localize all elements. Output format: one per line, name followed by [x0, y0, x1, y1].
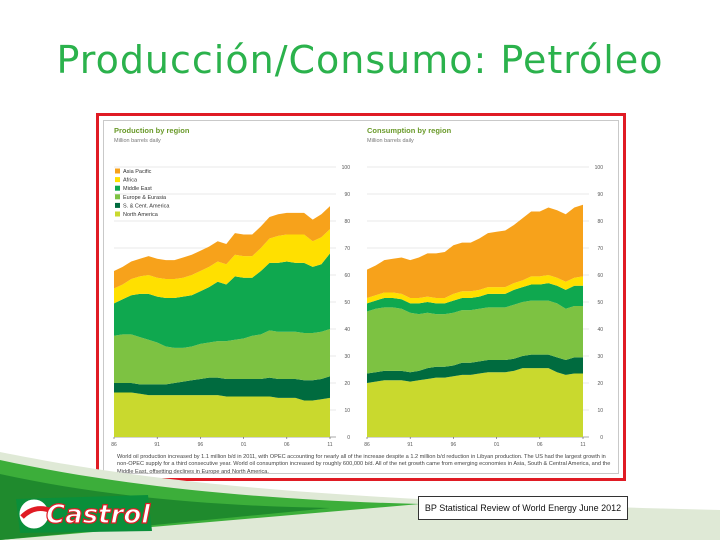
- y-tick-label: 20: [344, 381, 350, 387]
- y-tick-label: 80: [597, 219, 603, 225]
- y-tick-label: 30: [597, 354, 603, 360]
- legend-swatch: [115, 202, 120, 208]
- x-tick-label: 96: [198, 442, 204, 448]
- source-note: BP Statistical Review of World Energy Ju…: [418, 496, 628, 520]
- y-tick-label: 0: [347, 435, 350, 441]
- series-area-europe-eurasia: [367, 300, 583, 374]
- y-tick-label: 70: [597, 246, 603, 252]
- x-tick-label: 06: [537, 442, 543, 448]
- chart-title: Production by region: [114, 126, 190, 135]
- legend-item-europe-eurasia: Europe & Eurasia: [123, 195, 167, 201]
- x-tick-label: 86: [364, 442, 370, 448]
- series-area-middle-east: [114, 253, 330, 348]
- legend-item-africa: Africa: [123, 178, 138, 184]
- production-by-region-chart: Production by region Million barrels dail…: [111, 126, 351, 448]
- series-area-africa: [114, 229, 330, 304]
- y-tick-label: 40: [597, 327, 603, 333]
- x-tick-label: 91: [407, 442, 413, 448]
- x-tick-label: 11: [580, 442, 585, 448]
- series-area-s-cent-america: [367, 354, 583, 383]
- y-tick-label: 90: [597, 192, 603, 198]
- y-tick-label: 70: [344, 246, 350, 252]
- x-tick-label: 01: [241, 442, 247, 448]
- legend-item-north-america: North America: [123, 212, 159, 218]
- y-tick-label: 0: [600, 435, 603, 441]
- y-tick-label: 10: [597, 408, 603, 414]
- series-area-middle-east: [367, 283, 583, 315]
- chart-subtitle: Million barrels daily: [114, 138, 161, 144]
- consumption-by-region-chart: Consumption by region Million barrels dai…: [364, 126, 604, 448]
- series-area-africa: [367, 275, 583, 304]
- y-tick-label: 50: [597, 300, 603, 306]
- y-tick-label: 10: [344, 408, 350, 414]
- legend-swatch: [115, 211, 120, 217]
- y-tick-label: 20: [597, 381, 603, 387]
- series-area-asia-pacific: [114, 206, 330, 289]
- legend-swatch: [115, 168, 120, 174]
- y-tick-label: 60: [344, 273, 350, 279]
- x-tick-label: 11: [327, 442, 332, 448]
- y-tick-label: 80: [344, 219, 350, 225]
- y-tick-label: 90: [344, 192, 350, 198]
- chart-frame: Production by region Million barrels dail…: [96, 113, 626, 481]
- legend-item-s-cent-america: S. & Cent. America: [123, 203, 170, 209]
- x-tick-label: 01: [494, 442, 500, 448]
- legend-item-middle-east: Middle East: [123, 186, 152, 192]
- svg-text:Castrol: Castrol: [46, 500, 151, 530]
- series-area-europe-eurasia: [114, 329, 330, 385]
- series-area-s-cent-america: [114, 376, 330, 401]
- y-tick-label: 100: [342, 165, 351, 171]
- legend-swatch: [115, 177, 120, 183]
- y-tick-label: 100: [595, 165, 604, 171]
- castrol-logo: Castrol: [16, 495, 152, 533]
- legend-item-asia-pacific: Asia Pacific: [123, 169, 152, 175]
- legend-swatch: [115, 194, 120, 200]
- y-tick-label: 40: [344, 327, 350, 333]
- x-tick-label: 96: [451, 442, 457, 448]
- chart-subtitle: Million barrels daily: [367, 138, 414, 144]
- x-tick-label: 91: [154, 442, 160, 448]
- legend-swatch: [115, 185, 120, 191]
- figure-caption: World oil production increased by 1.1 mi…: [117, 454, 611, 475]
- y-tick-label: 50: [344, 300, 350, 306]
- x-tick-label: 06: [284, 442, 290, 448]
- y-tick-label: 60: [597, 273, 603, 279]
- legend: Asia Pacific Africa Middle East Europe & Eu…: [115, 168, 170, 218]
- chart-title: Consumption by region: [367, 126, 452, 135]
- x-tick-label: 86: [111, 442, 117, 448]
- slide-title: Producción/Consumo: Petróleo: [56, 38, 664, 82]
- series-area-north-america: [367, 368, 583, 437]
- series-area-asia-pacific: [367, 204, 583, 298]
- y-tick-label: 30: [344, 354, 350, 360]
- series-area-north-america: [114, 392, 330, 437]
- bp-figure-panel: Production by region Million barrels dail…: [103, 120, 619, 475]
